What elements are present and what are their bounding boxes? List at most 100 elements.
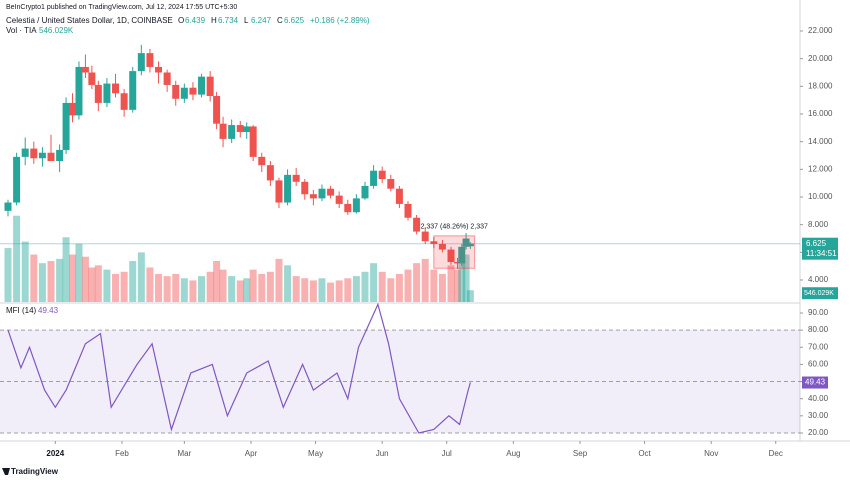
volume-bar	[112, 273, 120, 302]
x-tick-label: May	[308, 449, 323, 458]
volume-bar	[447, 265, 455, 302]
logo	[2, 468, 10, 475]
y-tick-label: 10.000	[808, 192, 833, 201]
mfi-title: MFI (14)	[6, 306, 37, 315]
volume-bar	[361, 271, 369, 302]
mfi-value: 49.43	[38, 306, 59, 315]
candle-body	[335, 195, 343, 204]
candle-body	[266, 165, 274, 181]
candle-body	[219, 123, 227, 139]
candle-body	[249, 126, 257, 157]
volume-bar	[335, 280, 343, 302]
candle-body	[13, 156, 21, 203]
candle-body	[163, 72, 171, 85]
price-tag	[802, 237, 838, 260]
candle-body	[30, 148, 38, 159]
volume-bar	[378, 271, 386, 302]
y-tick-label: 40.00	[808, 394, 829, 403]
volume-bar	[236, 280, 244, 302]
volume-bar	[206, 271, 214, 302]
volume-bar	[47, 261, 55, 302]
volume-bar	[75, 243, 83, 302]
volume-bar	[30, 254, 38, 302]
candle-body	[275, 180, 283, 203]
candle-body	[462, 238, 470, 247]
candle-body	[62, 102, 70, 150]
volume-bar	[309, 280, 317, 302]
legend-value: 6.625	[284, 16, 305, 25]
candle-body	[327, 188, 335, 196]
y-tick-label: 80.00	[808, 325, 829, 334]
candle-body	[4, 202, 12, 211]
volume-bar	[453, 269, 461, 302]
legend-value: 6.439	[185, 16, 206, 25]
volume-bar	[292, 276, 300, 302]
candle-body	[387, 179, 395, 189]
volume-bar	[243, 278, 251, 302]
candle-body	[81, 66, 89, 73]
volume-bar	[344, 278, 352, 302]
y-tick-label: 30.00	[808, 411, 829, 420]
candle-body	[172, 84, 180, 99]
volume-bar	[438, 273, 446, 302]
volume-bar	[275, 258, 283, 302]
volume-bar	[318, 278, 326, 302]
volume-bar	[62, 237, 70, 302]
volume-bar	[284, 265, 292, 302]
candle-body	[137, 53, 145, 72]
legend-key: C	[277, 16, 283, 25]
volume-tag	[802, 287, 838, 300]
candle-body	[94, 84, 102, 103]
legend-volume-value: 546.029K	[39, 26, 74, 35]
candle-body	[88, 72, 96, 85]
volume-bar	[228, 276, 236, 302]
y-tick-label: 20.000	[808, 54, 833, 63]
volume-bar	[258, 273, 266, 302]
legend-volume-label: Vol · TIA	[6, 26, 37, 35]
volume-bar	[180, 278, 188, 302]
volume-bar	[69, 254, 77, 302]
price-tag-countdown: 11:34:51	[806, 249, 837, 258]
candle-body	[395, 188, 403, 204]
footer: TradingView	[11, 467, 59, 476]
volume-bar	[120, 271, 128, 302]
measure-label: 2.337 (48.26%) 2,337	[421, 224, 488, 231]
y-tick-label: 60.00	[808, 360, 829, 369]
volume-tag-value: 546.029K	[804, 290, 834, 297]
y-tick-label: 18.000	[808, 81, 833, 90]
candle-body	[413, 217, 421, 232]
mfi-tag-value: 49.43	[805, 378, 826, 387]
candle-body	[447, 249, 455, 263]
y-tick-label: 12.000	[808, 164, 833, 173]
candle-body	[75, 66, 83, 116]
volume-bar	[466, 290, 474, 302]
legend-value: 6.734	[218, 16, 239, 25]
mfi-line	[7, 302, 471, 434]
volume-bar	[213, 261, 221, 302]
volume-bar	[129, 261, 137, 302]
volume-bar	[88, 267, 96, 302]
x-tick-label: 2024	[46, 449, 64, 458]
x-tick-label: Apr	[245, 449, 258, 458]
candle-body	[129, 71, 137, 110]
candle-body	[56, 149, 64, 162]
candle-body	[378, 170, 386, 180]
volume-bar	[430, 269, 438, 302]
volume-bar	[172, 273, 180, 302]
legend-value: 6.247	[251, 16, 272, 25]
volume-bar	[163, 276, 171, 302]
y-tick-label: 4.000	[808, 275, 829, 284]
volume-bar	[387, 278, 395, 302]
volume-bar	[56, 258, 64, 302]
y-tick-label: 20.00	[808, 428, 829, 437]
volume-bar	[219, 269, 227, 302]
candle-body	[112, 83, 120, 94]
candle-body	[21, 148, 29, 157]
volume-bar	[404, 269, 412, 302]
price-tag-value: 6.625	[806, 239, 827, 248]
mfi-tag	[802, 376, 828, 389]
legend-key: L	[244, 16, 249, 25]
candle-body	[292, 174, 300, 182]
candle-body	[309, 194, 317, 199]
